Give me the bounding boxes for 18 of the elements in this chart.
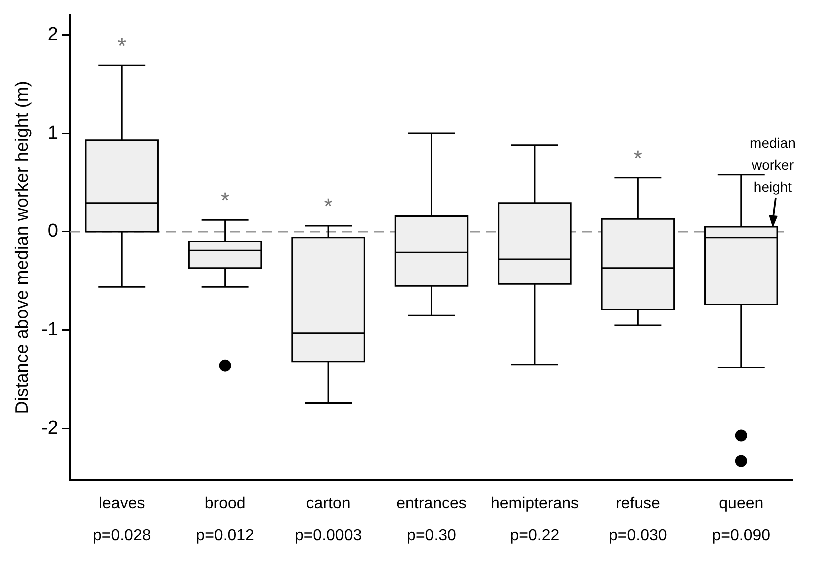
annotation: *: [634, 146, 643, 171]
annotation: *: [221, 188, 230, 214]
x-tick-label: brood p=0.012: [196, 495, 255, 544]
ref-line-label: median worker height: [750, 134, 796, 195]
x-tick-label: entrances p=0.30: [396, 495, 467, 544]
annotation: *: [118, 34, 127, 59]
y-tick-label: -1: [42, 320, 58, 341]
x-tick-label: queen p=0.090: [712, 495, 771, 544]
y-tick-label: 1: [48, 122, 58, 144]
x-tick-label: leaves p=0.028: [92, 495, 152, 544]
y-tick-label: 2: [48, 24, 58, 46]
annotation: *: [324, 194, 334, 220]
y-tick-label: 0: [48, 221, 58, 242]
x-tick-label: refuse p=0.030: [609, 495, 668, 544]
y-axis-title: Distance above median worker height (m): [12, 81, 32, 414]
x-tick-label: hemipterans p=0.22: [490, 495, 579, 544]
y-tick-label: -2: [42, 418, 58, 440]
x-tick-label: carton p=0.0003: [294, 495, 362, 544]
